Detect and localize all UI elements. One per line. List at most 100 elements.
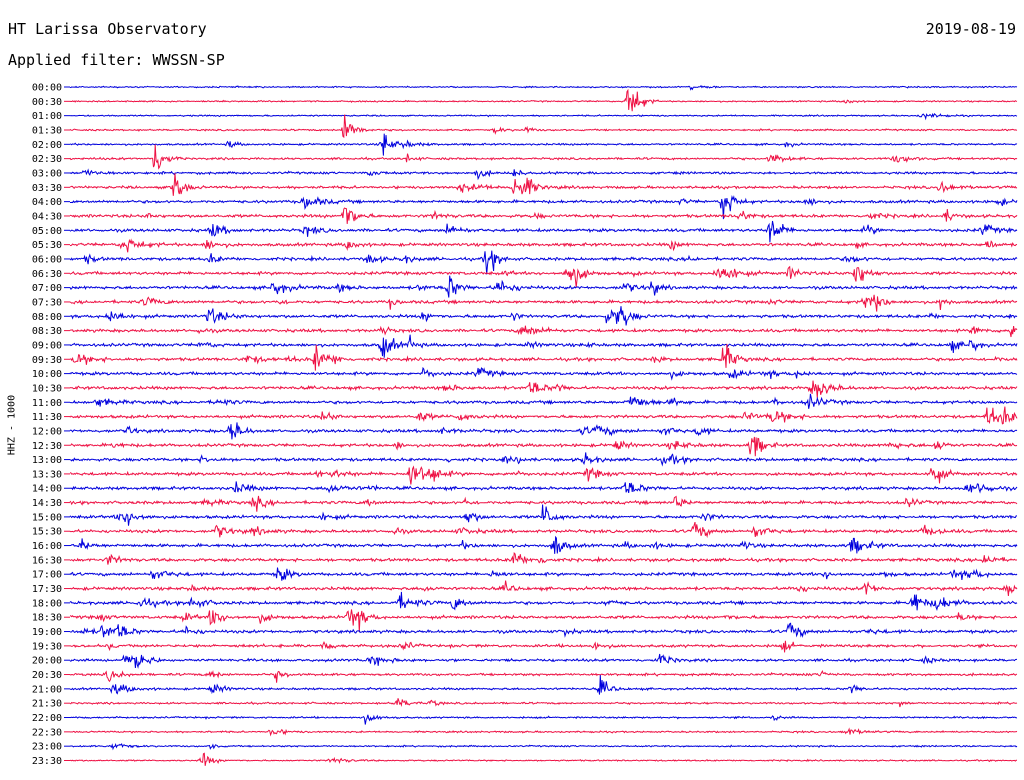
row-time-label: 19:00 (32, 627, 62, 638)
seismic-trace-line (70, 535, 1018, 554)
row-time-label: 21:00 (32, 684, 62, 695)
row-time-label: 18:00 (32, 598, 62, 609)
seismic-trace-line (69, 334, 1018, 358)
seismic-trace-line (69, 366, 1018, 381)
seismic-trace-line (69, 173, 1018, 196)
row-time-label: 22:30 (32, 727, 62, 738)
seismic-trace-line (69, 144, 1018, 170)
seismic-trace-line (69, 653, 1017, 669)
row-time-label: 15:00 (32, 512, 62, 523)
seismic-trace-line (69, 640, 1018, 653)
seismic-trace-line (70, 133, 1018, 156)
seismic-trace-line (69, 406, 1018, 425)
row-time-label: 15:30 (32, 527, 62, 538)
seismic-trace-line (69, 675, 1018, 695)
tick-label-group: 00:00 00:30 01:00 01:30 02:00 02:30 03:00 03:30… (32, 83, 70, 767)
row-time-label: 04:30 (32, 211, 62, 222)
row-time-label: 02:00 (32, 140, 62, 151)
row-time-label: 07:00 (32, 283, 62, 294)
row-time-label: 22:00 (32, 713, 62, 724)
row-time-label: 09:00 (32, 340, 62, 351)
seismic-trace-line (69, 495, 1018, 512)
row-time-label: 18:30 (32, 613, 62, 624)
row-time-label: 00:30 (32, 97, 62, 108)
observatory-title: HT Larissa Observatory (8, 20, 207, 38)
row-time-label: 07:30 (32, 297, 62, 308)
row-time-label: 06:30 (32, 269, 62, 280)
row-time-label: 23:30 (32, 756, 62, 767)
trace-group (69, 84, 1018, 766)
seismic-trace-line (69, 112, 1018, 121)
seismic-trace-line (69, 465, 1018, 485)
seismic-trace-line (69, 609, 1018, 633)
filter-label: Applied filter: WWSSN-SP (8, 51, 225, 69)
row-time-label: 03:00 (32, 168, 62, 179)
seismic-trace-line (69, 168, 1018, 181)
seismic-trace-line (69, 265, 1018, 288)
row-time-label: 02:30 (32, 154, 62, 165)
row-time-label: 14:30 (32, 498, 62, 509)
seismic-trace-line (69, 727, 1018, 737)
seismic-trace-line (69, 294, 1018, 312)
row-time-label: 14:00 (32, 484, 62, 495)
seismic-trace-line (69, 714, 1018, 725)
seismic-trace-line (69, 422, 1018, 440)
seismic-trace-line (69, 591, 1018, 612)
row-time-label: 05:00 (32, 226, 62, 237)
row-time-label: 13:30 (32, 469, 62, 480)
seismic-trace-line (69, 452, 1018, 467)
row-time-label: 12:00 (32, 426, 62, 437)
seismic-trace-line (69, 698, 1018, 708)
row-time-label: 11:00 (32, 398, 62, 409)
seismic-trace-line (69, 250, 1018, 275)
seismic-trace-line (69, 84, 1018, 91)
seismic-trace-line (69, 622, 1018, 639)
seismic-trace-line (69, 114, 1018, 139)
row-time-label: 21:30 (32, 699, 62, 710)
row-time-label: 12:30 (32, 441, 62, 452)
seismic-trace-line (69, 567, 1018, 581)
seismic-trace-line (69, 580, 1018, 597)
seismic-trace-line (69, 238, 1018, 253)
seismic-trace-line (69, 393, 1018, 409)
row-time-label: 20:00 (32, 656, 62, 667)
seismic-trace-line (69, 752, 1017, 766)
seismic-trace-line (69, 551, 1018, 565)
seismic-trace-line (69, 306, 1018, 326)
row-time-label: 01:00 (32, 111, 62, 122)
row-time-label: 05:30 (32, 240, 62, 251)
seismic-trace-line (69, 742, 1018, 751)
row-time-label: 20:30 (32, 670, 62, 681)
seismic-trace-line (69, 436, 1018, 457)
seismic-trace-line (70, 194, 1018, 220)
row-time-label: 08:30 (32, 326, 62, 337)
row-time-label: 10:30 (32, 383, 62, 394)
row-time-label: 16:00 (32, 541, 62, 552)
row-time-label: 06:00 (32, 254, 62, 265)
row-time-label: 01:30 (32, 125, 62, 136)
row-time-label: 10:00 (32, 369, 62, 380)
seismic-trace-line (69, 275, 1018, 298)
seismic-trace-line (69, 220, 1018, 243)
row-time-label: 09:30 (32, 355, 62, 366)
seismic-trace-line (69, 521, 1018, 539)
row-time-label: 19:30 (32, 641, 62, 652)
row-time-label: 13:00 (32, 455, 62, 466)
date-label: 2019-08-19 (925, 20, 1016, 38)
row-time-label: 00:00 (32, 83, 62, 94)
row-time-label: 17:00 (32, 570, 62, 581)
row-time-label: 16:30 (32, 555, 62, 566)
row-time-label: 11:30 (32, 412, 62, 423)
seismic-trace-line (69, 481, 1018, 494)
row-time-label: 17:30 (32, 584, 62, 595)
seismic-trace-line (69, 669, 1018, 683)
seismic-trace-line (69, 207, 1018, 224)
row-time-label: 23:00 (32, 742, 62, 753)
row-time-label: 08:00 (32, 312, 62, 323)
seismic-trace-line (69, 343, 1018, 371)
row-time-label: 04:00 (32, 197, 62, 208)
seismic-trace-line (69, 504, 1017, 526)
row-time-label: 03:30 (32, 183, 62, 194)
seismic-trace-line (69, 88, 1018, 112)
